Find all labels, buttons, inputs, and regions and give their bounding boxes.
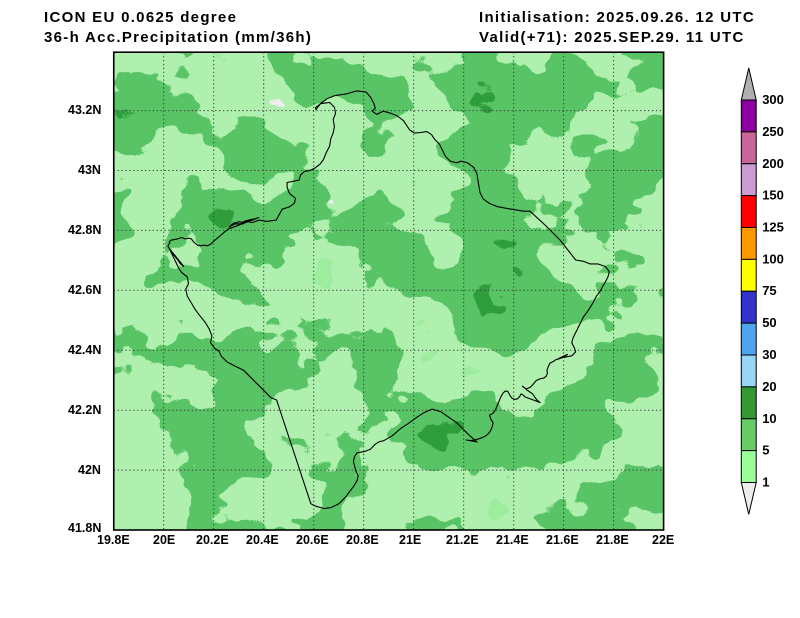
svg-text:20: 20 [762, 379, 776, 394]
svg-text:30: 30 [762, 347, 776, 362]
svg-text:75: 75 [762, 283, 776, 298]
svg-text:150: 150 [762, 188, 784, 203]
svg-text:250: 250 [762, 124, 784, 139]
svg-text:125: 125 [762, 220, 784, 235]
svg-text:300: 300 [762, 92, 784, 107]
svg-text:5: 5 [762, 443, 769, 458]
svg-text:200: 200 [762, 156, 784, 171]
svg-text:100: 100 [762, 251, 784, 266]
svg-text:1: 1 [762, 475, 769, 490]
svg-text:50: 50 [762, 315, 776, 330]
svg-text:10: 10 [762, 411, 776, 426]
